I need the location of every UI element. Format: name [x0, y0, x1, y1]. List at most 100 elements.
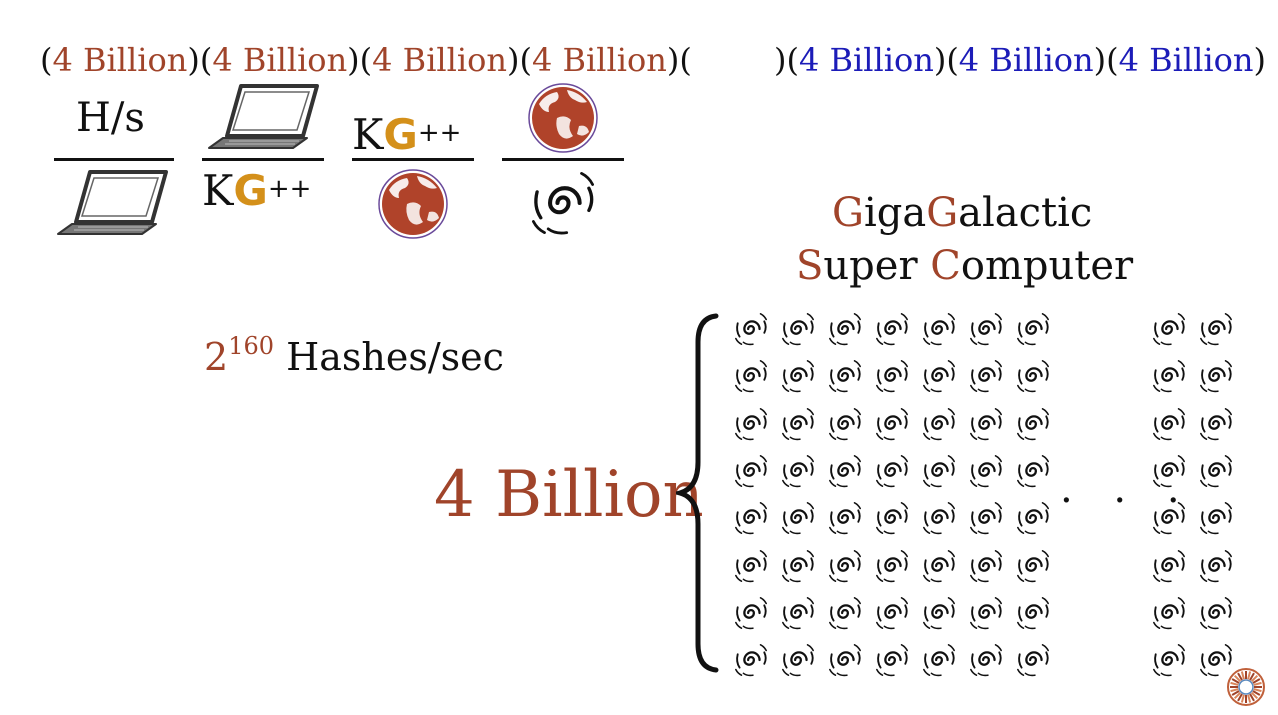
title-line-2: Super Computer: [796, 243, 1134, 289]
galaxy-icon: [826, 499, 864, 537]
galaxy-icon: [967, 547, 1005, 585]
galaxy-icon: [732, 499, 770, 537]
galaxy-icon: [967, 405, 1005, 443]
galaxy-icon: [1014, 641, 1052, 679]
galaxy-icon: [1150, 452, 1188, 490]
galaxy-icon: [732, 405, 770, 443]
galaxy-icon: [967, 499, 1005, 537]
galaxy-icon: [1150, 310, 1188, 348]
galaxy-icon: [1014, 452, 1052, 490]
galaxy-icon: [1014, 357, 1052, 395]
galaxy-icon: [920, 452, 958, 490]
galaxy-icon: [873, 594, 911, 632]
galaxy-icon: [920, 357, 958, 395]
galaxy-icon: [779, 594, 817, 632]
galaxy-icon: [826, 547, 864, 585]
galaxy-icon: [920, 310, 958, 348]
hash-rate-base: 2: [204, 335, 229, 379]
galaxy-icon: [873, 547, 911, 585]
galaxy-icon: [826, 310, 864, 348]
galaxy-icon: [732, 357, 770, 395]
fraction-bar: [54, 158, 174, 161]
curly-brace: [676, 313, 719, 673]
galaxy-icon: [873, 499, 911, 537]
galaxy-icon: [1014, 499, 1052, 537]
laptop-icon: [208, 84, 319, 149]
galaxy-icon: [779, 405, 817, 443]
fraction-bar: [352, 158, 474, 161]
earth-icon: [378, 169, 448, 239]
galaxy-icon: [1197, 405, 1235, 443]
title-line-1: GigaGalactic: [832, 190, 1093, 236]
billion-product-right: )(4 Billion)(4 Billion)(4 Billion): [774, 41, 1266, 79]
galaxy-icon: [967, 357, 1005, 395]
galaxy-icon: [967, 594, 1005, 632]
hash-rate: 2160 Hashes/sec: [204, 324, 504, 379]
galaxy-icon: [1197, 641, 1235, 679]
galaxy-icon: [826, 452, 864, 490]
galaxy-icon: [732, 641, 770, 679]
billion-term: 4 Billion: [1118, 41, 1254, 79]
galaxy-icon: [920, 499, 958, 537]
earth-icon: [528, 83, 598, 153]
hashes-per-second-label: H/s: [76, 95, 145, 141]
galaxy-icon: [532, 172, 594, 235]
galaxy-icon: [826, 405, 864, 443]
billion-term: 4 Billion: [531, 41, 667, 79]
galaxy-icon: [873, 641, 911, 679]
hash-rate-label: Hashes/sec: [286, 335, 504, 379]
galaxy-icon: [1150, 405, 1188, 443]
ellipsis: . . .: [1060, 466, 1194, 512]
galaxy-count-label: 4 Billion: [434, 458, 704, 532]
galaxy-icon: [1150, 547, 1188, 585]
galaxy-icon: [779, 452, 817, 490]
galaxy-icon: [779, 357, 817, 395]
galaxy-icon: [779, 310, 817, 348]
galaxy-icon: [1197, 547, 1235, 585]
galaxy-icon: [1014, 405, 1052, 443]
galaxy-icon: [826, 357, 864, 395]
galaxy-icon: [1197, 357, 1235, 395]
fraction-bar: [502, 158, 624, 161]
kg-plus-plus-logo: KG++: [202, 166, 312, 215]
galaxy-icon: [732, 452, 770, 490]
galaxy-icon: [873, 405, 911, 443]
galaxy-icon: [779, 641, 817, 679]
galaxy-icon: [1014, 594, 1052, 632]
galaxy-icon: [1150, 357, 1188, 395]
galaxy-icon: [920, 594, 958, 632]
galaxy-icon: [1014, 310, 1052, 348]
galaxy-icon: [1150, 499, 1188, 537]
billion-term: 4 Billion: [52, 41, 188, 79]
galaxy-icon: [732, 594, 770, 632]
billion-term: 4 Billion: [958, 41, 1094, 79]
fraction-bar: [202, 158, 324, 161]
kg-plus-plus-logo: KG++: [352, 110, 462, 159]
galaxy-icon: [1197, 594, 1235, 632]
galaxy-icon: [1150, 641, 1188, 679]
sunburst-logo-icon: [1227, 668, 1265, 706]
hash-rate-exponent: 160: [228, 332, 274, 360]
galaxy-icon: [920, 641, 958, 679]
galaxy-icon: [732, 547, 770, 585]
billion-term: 4 Billion: [372, 41, 507, 79]
galaxy-icon: [826, 641, 864, 679]
galaxy-icon: [967, 310, 1005, 348]
galaxy-icon: [873, 357, 911, 395]
galaxy-icon: [779, 547, 817, 585]
galaxy-icon: [873, 310, 911, 348]
galaxy-icon: [920, 547, 958, 585]
billion-term: 4 Billion: [798, 41, 934, 79]
galaxy-icon: [1197, 452, 1235, 490]
galaxy-icon: [826, 594, 864, 632]
galaxy-icon: [1014, 547, 1052, 585]
galaxy-icon: [873, 452, 911, 490]
laptop-icon: [57, 170, 168, 235]
billion-product-left: (4 Billion)(4 Billion)(4 Billion)(4 Bill…: [40, 41, 692, 79]
galaxy-icon: [732, 310, 770, 348]
galaxy-icon: [1150, 594, 1188, 632]
galaxy-icon: [1197, 310, 1235, 348]
galaxy-icon: [967, 452, 1005, 490]
galaxy-icon: [779, 499, 817, 537]
